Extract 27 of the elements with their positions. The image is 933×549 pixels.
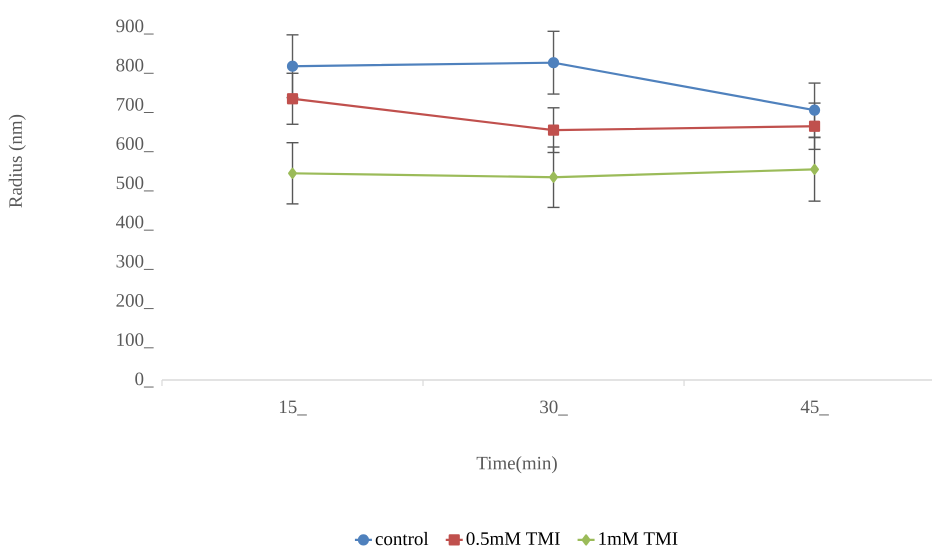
y-tick-label: 900_: [116, 19, 154, 35]
x-axis-title: Time(min): [476, 456, 557, 474]
point: [808, 120, 820, 132]
y-tick-label: 100_: [117, 333, 154, 348]
y-tick-label: 700_: [116, 98, 154, 113]
point: [288, 168, 297, 179]
x-tick-label: 30_: [540, 400, 568, 416]
point: [286, 93, 298, 104]
point: [548, 124, 560, 136]
y-tick-label: 0_: [135, 372, 154, 388]
point: [808, 104, 820, 116]
point: [286, 60, 298, 72]
y-tick-label: 800_: [116, 58, 154, 74]
x-tick-label: 45_: [800, 400, 829, 416]
y-tick-label: 500_: [116, 176, 154, 192]
y-axis-title: Radius (nm): [8, 114, 26, 208]
legend-label: 1mM TMI: [599, 532, 678, 545]
y-tick-label: 400_: [116, 216, 154, 231]
point: [548, 57, 560, 68]
point: [810, 164, 820, 175]
legend-label: 0.5mM TMI: [466, 532, 560, 546]
y-tick-label: 600_: [116, 137, 154, 152]
x-tick-label: 15_: [280, 400, 307, 416]
legend-label: control: [376, 532, 428, 546]
y-tick-label: 200_: [116, 294, 154, 310]
y-tick-label: 300_: [116, 254, 154, 270]
point: [549, 172, 558, 183]
